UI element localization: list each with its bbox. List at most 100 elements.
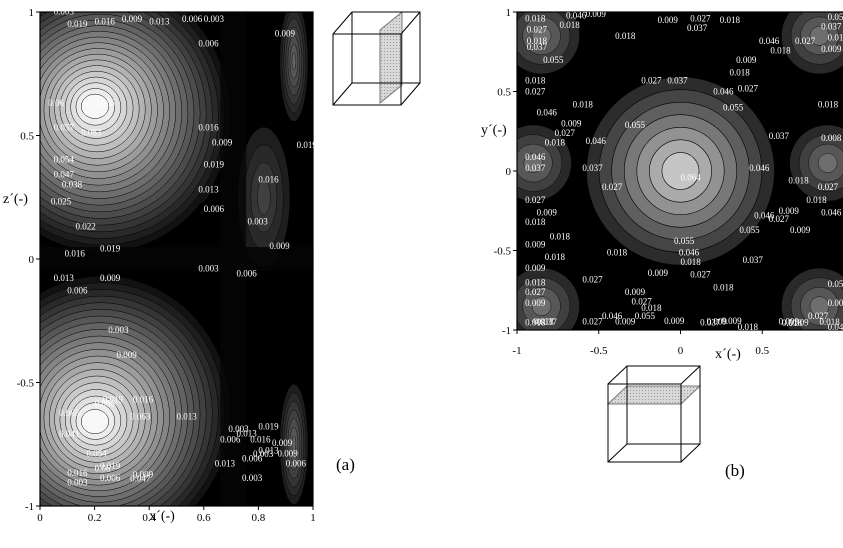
contour-band (809, 26, 830, 46)
contour-label: 0.027 (555, 128, 576, 138)
contour-label: 0.016 (198, 123, 219, 133)
x-tick-label: 1 (310, 512, 316, 524)
contour-label: 0.046 (749, 163, 770, 173)
contour-label: 0.013 (54, 273, 75, 283)
contour-label: 0.018 (525, 14, 546, 24)
contour-label: 0.027 (738, 84, 759, 94)
contour-band (661, 152, 700, 190)
contour-label: 0.016 (95, 16, 116, 26)
panel-a-ticks: 0 0.2 0.4 0.6 0.8 1 1 0.5 0 -0.5 -1 (17, 7, 316, 524)
contour-label: 0.018 (819, 317, 840, 327)
contour-band (531, 296, 552, 316)
contour-label: 0.009 (275, 29, 296, 39)
x-tick-label: -0.5 (590, 345, 608, 357)
contour-label: 0.006 (242, 454, 263, 464)
contour-label: 0.013 (149, 16, 170, 26)
contour-label: 0.046 (566, 10, 587, 20)
contour-label: 0.003 (198, 263, 219, 273)
contour-label: 0.055 (625, 120, 646, 130)
contour-label: 0.019 (100, 244, 121, 254)
contour-label: 0.022 (75, 221, 95, 231)
x-tick-label: 0 (678, 345, 684, 357)
contour-label: 0.046 (679, 247, 700, 257)
contour-label: 0.037 (525, 163, 546, 173)
contour-label: 0.019 (100, 461, 121, 471)
contour-label: 0.018 (806, 195, 827, 205)
x-tick-label: -1 (512, 345, 521, 357)
contour-label: 0.006 (286, 459, 307, 469)
contour-label: 0.018 (641, 303, 662, 313)
contour-band (291, 435, 297, 454)
contour-label: 0.047 (54, 169, 75, 179)
contour-label: 0.018 (525, 217, 546, 227)
panel-a-contours (40, 12, 313, 506)
contour-label: 0.009 (648, 268, 669, 278)
contour-label: 0.003 (253, 449, 274, 459)
cube-vertical-plane-icon (332, 10, 421, 106)
contour-label: 0.003 (67, 478, 88, 488)
contour-label: 0.046 (537, 107, 558, 117)
contour-label: 0.018 (560, 20, 581, 30)
contour-label: 0.066 (95, 98, 116, 108)
panel-a-label: (a) (336, 455, 355, 474)
contour-label: 0.038 (62, 179, 83, 189)
contour-label: 0.003 (247, 216, 268, 226)
contour-label: 0.003 (228, 424, 249, 434)
contour-label: 0.027 (527, 25, 548, 35)
contour-label: 0.046 (821, 208, 842, 218)
contour-label: 0.009 (788, 317, 809, 327)
contour-label: 0.009 (278, 449, 299, 459)
panel-a-ylabel: z´(-) (3, 192, 28, 207)
contour-label: 0.009 (615, 316, 636, 326)
x-tick-label: 0.6 (197, 512, 211, 524)
contour-label: 0.046 (828, 322, 843, 332)
contour-label: 0.013 (198, 184, 219, 194)
contour-label: 0.013 (237, 429, 258, 439)
cube-horizontal-plane-icon (606, 365, 702, 463)
contour-label: 0.055 (543, 55, 564, 65)
contour-label: 0.019 (204, 160, 225, 170)
contour-label: 0.046 (602, 311, 623, 321)
contour-label: 0.006 (67, 286, 88, 296)
contour-label: 0.027 (808, 311, 829, 321)
contour-label: 0.037 (700, 318, 721, 328)
y-tick-label: 0 (506, 166, 512, 178)
contour-label: 0.018 (550, 231, 571, 241)
contour-label: 0.063 (81, 128, 102, 138)
contour-label: 0.027 (641, 76, 662, 86)
contour-band (291, 52, 297, 71)
contour-label: 0.055 (739, 225, 760, 235)
contour-label: 0.003 (204, 14, 225, 24)
contour-label: 0.027 (582, 274, 603, 284)
contour-label: 0.003 (54, 6, 75, 16)
contour-label: 0.006 (182, 14, 203, 24)
y-tick-label: 0.5 (497, 87, 511, 99)
contour-label: 0.027 (690, 270, 711, 280)
contour-label: 0.009 (779, 317, 800, 327)
contour-label: 0.041 (59, 429, 79, 439)
contour-label: 0.008 (821, 133, 842, 143)
contour-label: 0.009 (525, 298, 546, 308)
contour-label: 0.016 (250, 435, 271, 445)
panel-b-ticks: -1 -0.5 0 0.5 1 0.5 0 -0.5 -1 (494, 7, 770, 357)
contour-band (81, 93, 109, 119)
contour-label: 0.018 (720, 15, 741, 25)
contour-label: 0.009 (625, 287, 646, 297)
contour-label: 0.009 (658, 15, 679, 25)
contour-label: 0.009 (133, 469, 154, 479)
contour-label: 0.009 (537, 208, 558, 218)
contour-label: 0.054 (54, 155, 75, 165)
contour-label: 0.027 (631, 297, 652, 307)
contour-label: 0.018 (525, 76, 546, 86)
x-tick-label: 0.5 (755, 345, 769, 357)
panel-a-xlabel: x´(-) (149, 509, 175, 524)
panel-b-xlabel: x´(-) (715, 347, 741, 362)
contour-label: 0.016 (65, 249, 86, 259)
contour-label: 0.018 (713, 282, 734, 292)
contour-label: 0.006 (198, 39, 219, 49)
contour-label: 0.057 (54, 123, 75, 133)
contour-label: 0.027 (525, 287, 546, 297)
contour-label: 0.037 (821, 21, 842, 31)
